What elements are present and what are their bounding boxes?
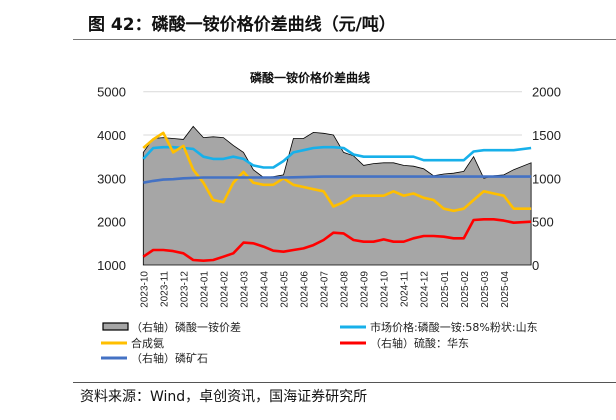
x-axis-tick: 2024-08 [340,271,351,308]
x-axis-tick: 2024-10 [380,271,391,308]
x-axis-tick: 2025-03 [480,271,491,308]
series-line-4 [143,175,532,184]
x-axis-tick: 2025-04 [500,271,511,308]
x-axis-tick: 2024-01 [199,271,210,308]
right-axis-tick: 1000 [532,171,561,186]
x-axis-tick: 2024-06 [300,271,311,308]
left-axis-tick: 4000 [97,128,126,143]
right-axis-tick: 2000 [532,85,561,100]
x-axis-tick: 2024-02 [219,271,230,308]
x-axis-tick: 2025-02 [460,271,471,308]
x-axis-tick: 2025-01 [440,271,451,308]
legend-label: （右轴）磷矿石 [131,351,208,365]
series-area-spread [142,125,532,266]
left-axis-tick: 3000 [97,171,126,186]
legend-label: （右轴）磷酸一铵价差 [131,320,241,334]
title-divider [73,39,616,40]
x-axis-tick: 2024-12 [420,271,431,308]
left-axis-tick: 1000 [97,258,126,273]
series-line-2 [142,131,532,213]
x-axis-tick: 2024-04 [259,271,270,308]
legend-swatch [102,322,129,331]
left-axis-tick: 5000 [97,85,126,100]
legend-label: （右轴）硫酸：华东 [370,336,469,350]
x-axis-tick: 2024-09 [360,271,371,308]
chart-title: 磷酸一铵价格价差曲线 [250,70,370,85]
x-axis-tick: 2024-07 [320,271,331,308]
source-note: 资料来源：Wind，卓创资讯，国海证券研究所 [80,389,368,405]
right-axis-tick: 0 [532,258,539,273]
x-axis-tick: 2024-11 [400,271,411,307]
x-axis-tick: 2024-03 [239,271,250,308]
series-line-3 [142,218,532,263]
x-axis-tick: 2023-11 [159,271,170,307]
series-line-1 [142,145,532,169]
x-axis-tick: 2023-10 [139,271,150,308]
legend-label: 合成氨 [131,336,164,350]
x-axis-tick: 2024-05 [280,271,291,308]
right-axis-tick: 1500 [532,128,561,143]
left-axis-tick: 2000 [97,215,126,230]
figure-title: 图 42：磷酸一铵价格价差曲线（元/吨） [88,15,396,35]
source-divider [73,382,616,383]
legend-label: 市场价格:磷酸一铵:58%粉状:山东 [370,320,538,334]
x-axis-tick: 2023-12 [179,271,190,308]
right-axis-tick: 500 [532,215,554,230]
